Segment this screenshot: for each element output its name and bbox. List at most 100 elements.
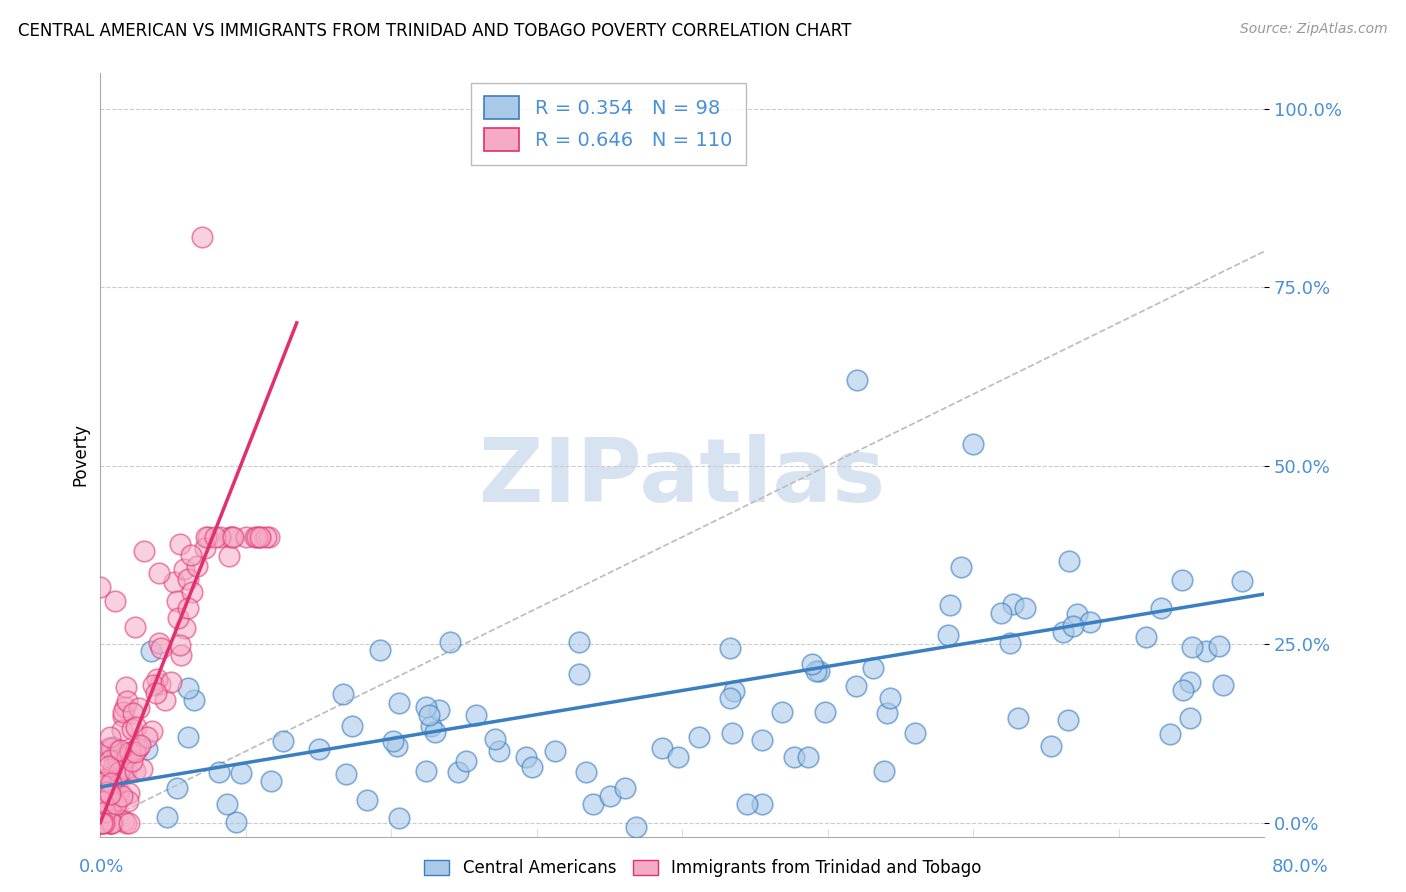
Point <box>1195 644 1218 658</box>
Point <box>118 746 141 760</box>
Point <box>186 558 208 573</box>
Point <box>582 797 605 811</box>
Point <box>176 730 198 744</box>
Point <box>191 230 214 244</box>
Point <box>105 793 128 807</box>
Point <box>98 753 121 767</box>
Point <box>464 707 486 722</box>
Point <box>107 784 129 798</box>
Point <box>136 742 159 756</box>
Point <box>1212 678 1234 692</box>
Legend: Central Americans, Immigrants from Trinidad and Tobago: Central Americans, Immigrants from Trini… <box>418 853 988 884</box>
Point <box>115 750 138 764</box>
Point <box>107 752 129 766</box>
Point <box>103 755 125 769</box>
Point <box>90 815 112 830</box>
Point <box>387 739 409 754</box>
Point <box>114 700 136 714</box>
Point <box>149 677 172 691</box>
Point <box>93 775 115 789</box>
Point <box>117 815 139 830</box>
Point <box>117 746 139 760</box>
Point <box>111 705 134 719</box>
Point <box>797 750 820 764</box>
Point <box>98 815 121 830</box>
Point <box>89 580 111 594</box>
Point <box>166 780 188 795</box>
Point <box>259 530 281 544</box>
Point <box>1178 711 1201 725</box>
Point <box>118 786 141 800</box>
Point <box>156 809 179 823</box>
Point <box>962 437 984 451</box>
Point <box>626 821 648 835</box>
Point <box>1208 639 1230 653</box>
Point <box>456 754 478 768</box>
Point <box>114 767 136 781</box>
Point <box>141 724 163 739</box>
Point <box>176 572 198 586</box>
Point <box>382 733 405 747</box>
Point <box>117 694 139 708</box>
Point <box>484 731 506 746</box>
Point <box>219 530 242 544</box>
Point <box>245 530 267 544</box>
Point <box>415 764 437 778</box>
Point <box>112 814 135 828</box>
Point <box>105 756 128 771</box>
Point <box>167 611 190 625</box>
Point <box>1062 619 1084 633</box>
Point <box>111 759 134 773</box>
Point <box>1178 675 1201 690</box>
Point <box>873 764 896 778</box>
Point <box>142 678 165 692</box>
Text: 80.0%: 80.0% <box>1272 858 1329 876</box>
Point <box>415 700 437 714</box>
Point <box>735 797 758 811</box>
Point <box>229 765 252 780</box>
Point <box>249 530 271 544</box>
Point <box>751 797 773 811</box>
Point <box>254 530 277 544</box>
Point <box>91 815 114 830</box>
Point <box>115 815 138 830</box>
Point <box>91 779 114 793</box>
Point <box>135 731 157 745</box>
Point <box>121 722 143 736</box>
Point <box>98 730 121 744</box>
Point <box>96 784 118 798</box>
Point <box>194 541 217 556</box>
Point <box>388 811 411 825</box>
Point <box>651 740 673 755</box>
Point <box>845 373 868 387</box>
Point <box>783 749 806 764</box>
Point <box>173 562 195 576</box>
Point <box>108 764 131 779</box>
Point <box>1150 601 1173 615</box>
Point <box>104 594 127 608</box>
Point <box>90 794 112 808</box>
Point <box>568 666 591 681</box>
Point <box>1001 597 1024 611</box>
Point <box>98 759 121 773</box>
Point <box>145 686 167 700</box>
Text: ZIPatlas: ZIPatlas <box>479 434 886 521</box>
Point <box>770 705 793 719</box>
Point <box>332 687 354 701</box>
Point <box>879 691 901 706</box>
Point <box>115 762 138 776</box>
Point <box>949 559 972 574</box>
Point <box>160 674 183 689</box>
Point <box>128 701 150 715</box>
Point <box>169 638 191 652</box>
Point <box>117 793 139 807</box>
Point <box>177 601 200 615</box>
Point <box>804 664 827 678</box>
Point <box>183 693 205 707</box>
Point <box>148 636 170 650</box>
Point <box>97 784 120 798</box>
Point <box>249 530 271 544</box>
Point <box>103 795 125 809</box>
Point <box>197 530 219 544</box>
Point <box>148 566 170 580</box>
